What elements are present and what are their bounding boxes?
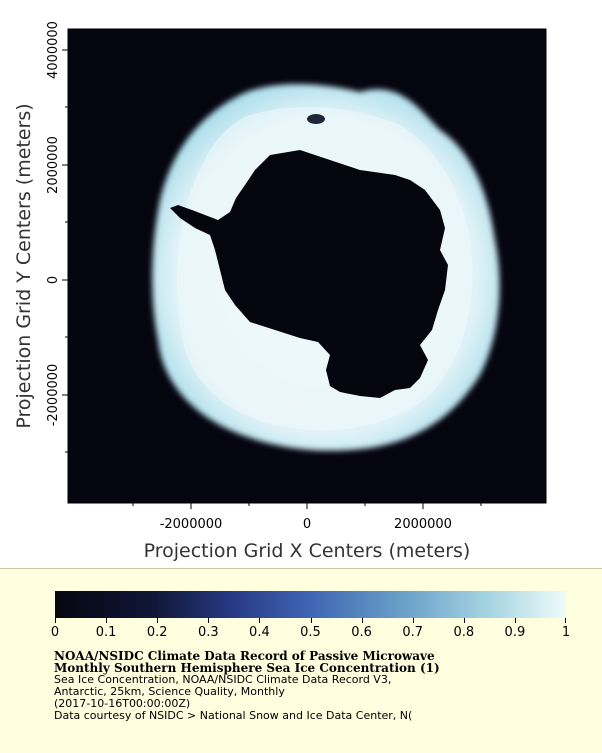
colorbar-ticks: [55, 618, 566, 624]
colorbar: [55, 591, 566, 618]
colorbar-tick-label: 1: [561, 625, 571, 640]
x-tick-label: 0: [303, 517, 311, 532]
colorbar-tick-label: 0.1: [95, 625, 117, 640]
colorbar-tick: [106, 618, 108, 623]
caption: NOAA/NSIDC Climate Data Record of Passiv…: [54, 650, 602, 722]
colorbar-tick-label: 0.4: [249, 625, 270, 640]
colorbar-tick-label: 0.9: [504, 625, 526, 640]
colorbar-tick-label: 0.3: [197, 625, 219, 640]
caption-line6: Data courtesy of NSIDC > National Snow a…: [54, 709, 413, 722]
colorbar-tick: [463, 618, 465, 623]
x-axis: [132, 503, 482, 509]
caption-line3: Sea Ice Concentration, NOAA/NSIDC Climat…: [54, 673, 392, 686]
polynya: [307, 114, 325, 124]
caption-line5: (2017-10-16T00:00:00Z): [54, 697, 191, 710]
colorbar-tick-label: 0: [50, 625, 60, 640]
x-tick-label: 2000000: [394, 517, 452, 532]
x-axis-title: Projection Grid X Centers (meters): [144, 540, 471, 562]
colorbar-tick: [55, 618, 56, 623]
legend-panel: 0 0.1 0.2 0.3 0.4 0.5 0.6 0.7 0.8 0.9 1 NOAA/NSIDC…: [0, 568, 602, 753]
colorbar-labels: 0 0.1 0.2 0.3 0.4 0.5 0.6 0.7 0.8 0.9 1: [51, 625, 570, 643]
colorbar-tick: [514, 618, 516, 623]
colorbar-tick: [565, 618, 566, 623]
colorbar-tick-label: 0.2: [146, 625, 168, 640]
colorbar-tick-label: 0.7: [402, 625, 424, 640]
colorbar-tick-label: 0.5: [300, 625, 321, 640]
x-tick-label: -2000000: [160, 517, 223, 532]
y-axis-title: Projection Grid Y Centers (meters): [13, 103, 35, 428]
colorbar-tick-label: 0.8: [453, 625, 475, 640]
map-figure: 4000000 2000000 0 -2000000 -2000000 0 20…: [13, 21, 547, 562]
colorbar-tick: [259, 618, 261, 623]
y-tick-label: 2000000: [46, 136, 61, 194]
colorbar-tick: [157, 618, 159, 623]
colorbar-tick: [361, 618, 363, 623]
y-axis: [62, 49, 68, 453]
antarctica-landmass: [170, 150, 448, 398]
caption-title-line2: Monthly Southern Hemisphere Sea Ice Conc…: [54, 661, 440, 675]
y-tick-label: 4000000: [46, 21, 61, 79]
map-plot: 4000000 2000000 0 -2000000 -2000000 0 20…: [13, 21, 547, 562]
colorbar-tick-label: 0.6: [351, 625, 372, 640]
y-tick-label: -2000000: [46, 364, 61, 427]
colorbar-tick: [412, 618, 414, 623]
caption-title-line1: NOAA/NSIDC Climate Data Record of Passiv…: [54, 649, 435, 663]
caption-line4: Antarctic, 25km, Science Quality, Monthl…: [54, 685, 285, 698]
y-tick-label: 0: [46, 276, 61, 284]
colorbar-tick: [310, 618, 312, 623]
colorbar-tick: [208, 618, 210, 623]
